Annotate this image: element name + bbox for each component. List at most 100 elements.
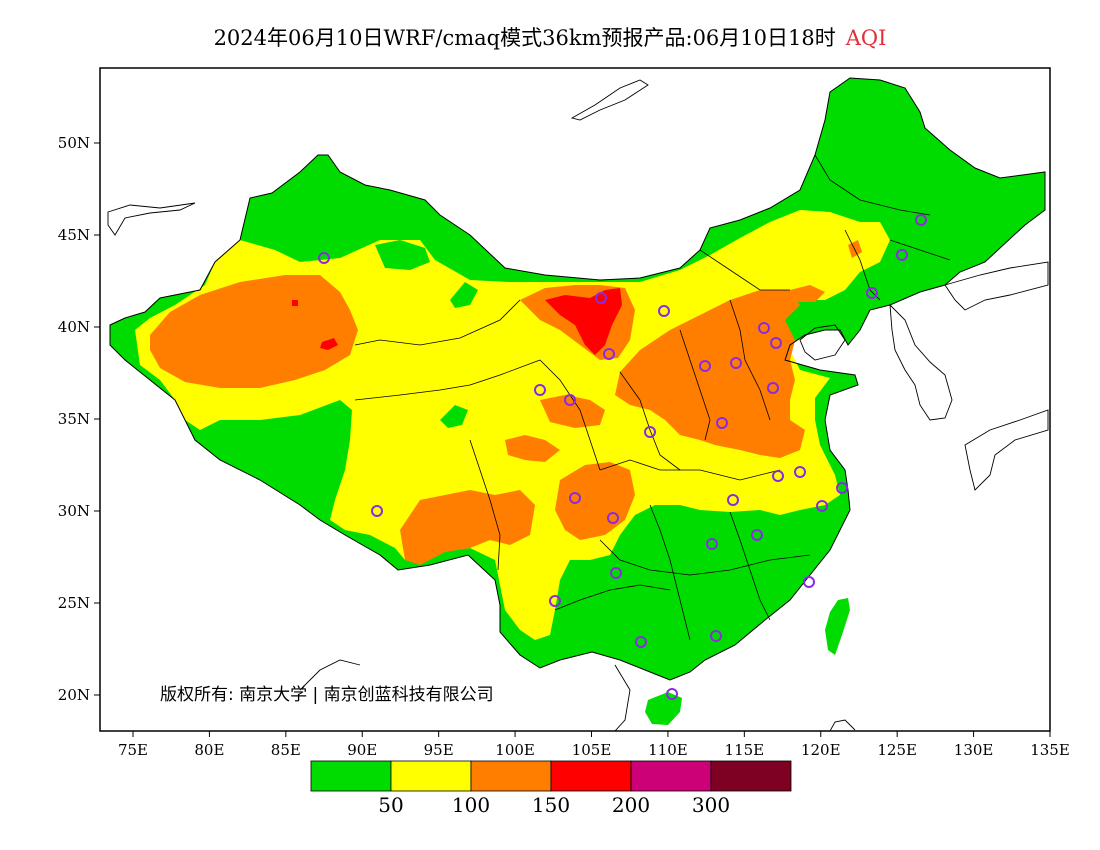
x-tick-label: 100E <box>495 741 535 759</box>
aqi-zone-unhealthy-tarim-2 <box>292 300 298 306</box>
station-marker <box>610 567 622 579</box>
station-marker <box>770 337 782 349</box>
aqi-colorbar: 50 100 150 200 300 <box>310 760 792 817</box>
map-title: 2024年06月10日WRF/cmaq模式36km预报产品:06月10日18时 A… <box>0 22 1100 52</box>
hainan-island <box>645 692 682 725</box>
x-axis-ticks: 75E 80E 85E 90E 95E 100E 105E 110E 115E 120E 125E 1… <box>118 731 1070 759</box>
x-tick-label: 105E <box>572 741 612 759</box>
station-marker <box>658 305 670 317</box>
colorbar-swatch <box>550 760 632 792</box>
station-marker <box>706 538 718 550</box>
station-marker <box>816 500 828 512</box>
japan-south-coast <box>964 409 1049 491</box>
station-marker <box>866 287 878 299</box>
colorbar-label: 50 <box>378 793 403 817</box>
lake-balkhash <box>107 202 196 236</box>
x-tick-label: 75E <box>118 741 148 759</box>
colorbar-label: 100 <box>452 793 490 817</box>
indochina-border <box>829 719 856 731</box>
colorbar-swatch <box>310 760 392 792</box>
y-tick-label: 45N <box>58 226 90 244</box>
station-marker <box>710 630 722 642</box>
station-marker <box>607 512 619 524</box>
station-marker <box>371 505 383 517</box>
station-markers <box>318 214 927 700</box>
aqi-zone-usg-tibet-east <box>400 490 535 565</box>
aqi-zone-good-dzungaria <box>375 240 430 270</box>
station-marker <box>751 529 763 541</box>
station-marker <box>758 322 770 334</box>
copyright-text: 版权所有: 南京大学 | 南京创蓝科技有限公司 <box>160 685 494 705</box>
x-tick-label: 110E <box>648 741 688 759</box>
station-marker <box>767 382 779 394</box>
station-marker <box>727 494 739 506</box>
y-tick-label: 50N <box>58 134 90 152</box>
aqi-zone-usg-sichuan <box>555 462 635 540</box>
y-axis-ticks: 20N 25N 30N 35N 40N 45N 50N <box>58 134 100 704</box>
colorbar-label: 300 <box>692 793 730 817</box>
china-outline <box>109 77 1046 681</box>
x-tick-label: 95E <box>424 741 454 759</box>
aqi-zone-unhealthy-ordos <box>545 288 622 355</box>
india-border <box>299 659 361 691</box>
station-marker <box>915 214 927 226</box>
station-marker <box>772 470 784 482</box>
station-marker <box>716 417 728 429</box>
aqi-zone-good-hexi <box>450 282 478 308</box>
station-marker <box>534 384 546 396</box>
station-marker <box>595 292 607 304</box>
vietnam-coast <box>614 664 631 731</box>
aqi-zone-usg-tarim <box>150 275 358 388</box>
province-boundaries <box>354 154 951 641</box>
aqi-zone-usg-gansu <box>540 395 605 428</box>
station-marker <box>644 426 656 438</box>
y-tick-label: 20N <box>58 686 90 704</box>
colorbar-swatch <box>470 760 552 792</box>
colorbar-swatch <box>710 760 792 792</box>
y-tick-label: 25N <box>58 594 90 612</box>
colorbar-label: 200 <box>612 793 650 817</box>
title-main: 2024年06月10日WRF/cmaq模式36km预报产品:06月10日18时 <box>213 26 836 50</box>
station-marker <box>318 252 330 264</box>
x-tick-label: 80E <box>194 741 224 759</box>
colorbar-swatch <box>630 760 712 792</box>
station-marker <box>549 595 561 607</box>
y-tick-label: 30N <box>58 502 90 520</box>
station-marker <box>569 492 581 504</box>
aqi-zone-usg-qinghai <box>505 435 560 462</box>
station-marker <box>836 482 848 494</box>
x-tick-label: 85E <box>271 741 301 759</box>
station-marker <box>730 357 742 369</box>
neighbor-coastlines <box>107 79 1049 731</box>
station-marker <box>603 348 615 360</box>
x-tick-label: 130E <box>954 741 994 759</box>
x-tick-label: 135E <box>1030 741 1070 759</box>
x-tick-label: 90E <box>347 741 377 759</box>
map-border <box>99 67 1051 732</box>
sakhalin-coast <box>570 79 649 121</box>
aqi-zone-usg-hebei <box>790 285 825 302</box>
x-tick-label: 115E <box>725 741 765 759</box>
y-tick-label: 35N <box>58 410 90 428</box>
japan-coast <box>944 261 1049 311</box>
colorbar-swatch <box>390 760 472 792</box>
station-marker <box>896 249 908 261</box>
korea-coast <box>889 303 953 421</box>
aqi-zone-usg-ne <box>848 240 862 258</box>
station-marker <box>803 576 815 588</box>
map-content <box>107 77 1049 731</box>
station-marker <box>635 636 647 648</box>
x-tick-label: 125E <box>877 741 917 759</box>
aqi-zone-usg-north <box>615 290 805 458</box>
colorbar-label: 150 <box>532 793 570 817</box>
aqi-zone-good-qaidam <box>440 405 468 428</box>
x-tick-label: 120E <box>801 741 841 759</box>
station-marker <box>699 360 711 372</box>
title-variable: AQI <box>845 26 887 50</box>
bohai-coast <box>799 324 846 361</box>
y-tick-label: 40N <box>58 318 90 336</box>
station-marker <box>564 394 576 406</box>
aqi-zone-unhealthy-tarim <box>320 338 338 350</box>
station-marker <box>666 688 678 700</box>
